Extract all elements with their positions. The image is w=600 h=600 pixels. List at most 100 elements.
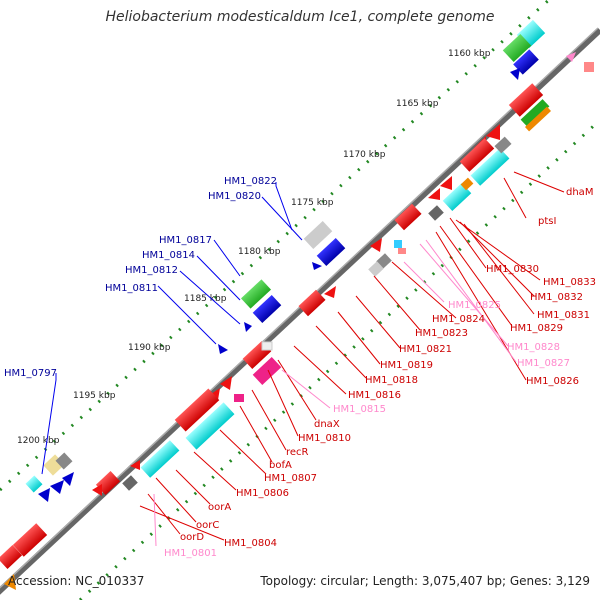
outer-strand-genes[interactable] <box>4 19 546 590</box>
gene-feature[interactable] <box>303 221 333 249</box>
ruler-line-inner <box>78 118 600 600</box>
gene-label[interactable]: dnaX <box>314 419 340 430</box>
gene-label[interactable]: HM1_0827 <box>517 358 570 369</box>
gene-arrow[interactable] <box>50 480 64 494</box>
genes-text: Genes: 3,129 <box>502 574 590 588</box>
gene-label[interactable]: HM1_0822 <box>224 176 277 187</box>
gene-feature[interactable] <box>470 148 510 186</box>
gene-label[interactable]: HM1_0823 <box>415 328 468 339</box>
gene-feature[interactable] <box>394 240 402 248</box>
gene-arrow[interactable] <box>312 262 322 270</box>
gene-label[interactable]: HM1_0810 <box>298 433 351 444</box>
gene-feature[interactable] <box>252 295 282 323</box>
gene-label[interactable]: HM1_0826 <box>526 376 579 387</box>
gene-feature[interactable] <box>185 402 235 450</box>
accession-text: Accession: NC_010337 <box>8 574 145 588</box>
gene-label[interactable]: HM1_0830 <box>486 264 539 275</box>
ruler-label-1195: 1195 kbp <box>73 391 116 401</box>
gene-label[interactable]: recR <box>286 447 309 458</box>
gene-arrow[interactable] <box>4 574 16 590</box>
gene-label[interactable]: HM1_0833 <box>543 277 596 288</box>
gene-feature[interactable] <box>316 238 346 266</box>
gene-arrow[interactable] <box>324 286 336 298</box>
gene-arrow[interactable] <box>510 68 520 80</box>
pink-gene-labels[interactable]: HM1_0825 HM1_0828 HM1_0827 HM1_0815 HM1_… <box>164 300 570 559</box>
ruler-label-1165: 1165 kbp <box>396 99 439 109</box>
gene-feature[interactable] <box>252 357 282 385</box>
gene-arrow[interactable] <box>38 488 50 502</box>
ruler-label-1200: 1200 kbp <box>17 436 60 446</box>
gene-feature[interactable] <box>508 83 544 117</box>
gene-feature[interactable] <box>0 545 23 569</box>
gene-feature[interactable] <box>459 138 495 172</box>
gene-label[interactable]: HM1_0829 <box>510 323 563 334</box>
gene-label[interactable]: HM1_0815 <box>333 404 386 415</box>
gene-feature[interactable] <box>520 99 550 127</box>
gene-feature[interactable] <box>502 33 532 63</box>
gene-feature[interactable] <box>234 394 244 402</box>
gene-label[interactable]: HM1_0806 <box>236 488 289 499</box>
gene-feature[interactable] <box>174 388 220 432</box>
blue-gene-labels[interactable]: HM1_0822 HM1_0820 HM1_0817 HM1_0814 HM1_… <box>4 176 277 379</box>
red-gene-labels[interactable]: dhaM ptsI HM1_0830 HM1_0833 HM1_0832 HM1… <box>180 187 596 549</box>
length-text: Length: 3,075,407 bp <box>365 574 502 588</box>
gene-feature[interactable] <box>584 62 594 72</box>
gene-arrow[interactable] <box>428 188 440 200</box>
gene-label[interactable]: HM1_0828 <box>507 342 560 353</box>
gene-feature[interactable] <box>494 136 512 154</box>
gene-label[interactable]: bofA <box>269 460 292 471</box>
genome-stats: Topology: circularLength: 3,075,407 bpGe… <box>260 574 590 588</box>
gene-label[interactable]: oorD <box>180 532 204 543</box>
gene-arrow[interactable] <box>440 176 452 190</box>
gene-label[interactable]: dhaM <box>566 187 593 198</box>
gene-label[interactable]: HM1_0814 <box>142 250 195 261</box>
gene-feature[interactable] <box>524 106 552 132</box>
gene-label[interactable]: HM1_0821 <box>399 344 452 355</box>
gene-label[interactable]: HM1_0820 <box>208 191 261 202</box>
ruler-label-1180: 1180 kbp <box>238 247 281 257</box>
gene-feature[interactable] <box>398 248 406 254</box>
gene-arrow[interactable] <box>220 376 232 390</box>
gene-arrow[interactable] <box>486 124 500 140</box>
gene-label[interactable]: HM1_0825 <box>448 300 501 311</box>
gene-arrow[interactable] <box>218 344 228 354</box>
gene-feature[interactable] <box>25 475 43 493</box>
gene-arrow[interactable] <box>370 238 382 252</box>
gene-feature[interactable] <box>12 523 48 557</box>
gene-label[interactable]: HM1_0807 <box>264 473 317 484</box>
gene-label[interactable]: HM1_0804 <box>224 538 277 549</box>
gene-feature[interactable] <box>394 203 422 231</box>
gene-arrow[interactable] <box>92 484 102 496</box>
gene-feature[interactable] <box>442 183 472 211</box>
gene-label[interactable]: HM1_0824 <box>432 314 485 325</box>
gene-arrow[interactable] <box>566 52 576 62</box>
gene-feature[interactable] <box>460 177 474 191</box>
gene-feature[interactable] <box>55 452 73 470</box>
gene-arrow[interactable] <box>62 472 74 486</box>
gene-label[interactable]: HM1_0812 <box>125 265 178 276</box>
gene-label[interactable]: HM1_0801 <box>164 548 217 559</box>
gene-label[interactable]: ptsI <box>538 216 556 227</box>
gene-arrow[interactable] <box>130 460 140 470</box>
gene-label[interactable]: HM1_0832 <box>530 292 583 303</box>
gene-feature[interactable] <box>368 261 384 277</box>
gene-feature[interactable] <box>261 341 273 351</box>
gene-label[interactable]: HM1_0797 <box>4 368 57 379</box>
gene-label[interactable]: HM1_0817 <box>159 235 212 246</box>
gene-label[interactable]: HM1_0819 <box>380 360 433 371</box>
gene-feature[interactable] <box>428 205 444 221</box>
gene-label[interactable]: oorA <box>208 502 231 513</box>
inner-strand-genes[interactable] <box>0 52 594 569</box>
gene-feature[interactable] <box>298 289 326 317</box>
gene-label[interactable]: HM1_0818 <box>365 375 418 386</box>
gene-label[interactable]: HM1_0811 <box>105 283 158 294</box>
gene-arrow[interactable] <box>244 322 252 332</box>
gene-feature[interactable] <box>140 440 180 478</box>
gene-feature[interactable] <box>240 279 272 309</box>
gene-label[interactable]: HM1_0816 <box>348 390 401 401</box>
gene-feature[interactable] <box>122 475 138 491</box>
gene-label[interactable]: oorC <box>196 520 219 531</box>
gene-label[interactable]: HM1_0831 <box>537 310 590 321</box>
genome-backbone <box>0 27 600 595</box>
